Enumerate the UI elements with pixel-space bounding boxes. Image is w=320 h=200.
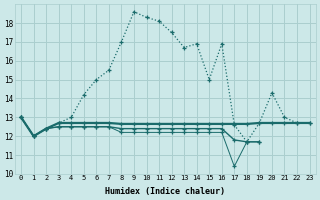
X-axis label: Humidex (Indice chaleur): Humidex (Indice chaleur) — [105, 187, 225, 196]
